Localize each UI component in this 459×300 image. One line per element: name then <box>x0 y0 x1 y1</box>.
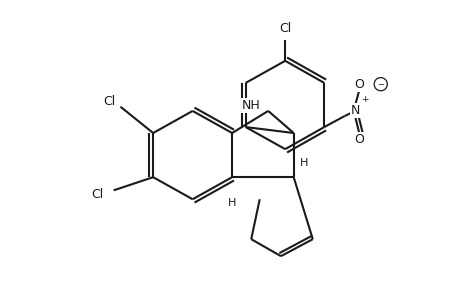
Text: Cl: Cl <box>91 188 103 201</box>
Text: N: N <box>350 104 359 117</box>
Text: H: H <box>228 198 236 208</box>
Text: NH: NH <box>241 99 260 112</box>
Text: +: + <box>360 95 368 104</box>
Text: −: − <box>376 80 383 89</box>
Text: H: H <box>299 158 308 168</box>
Text: Cl: Cl <box>103 95 115 108</box>
Text: O: O <box>354 78 364 91</box>
Text: O: O <box>354 133 364 146</box>
Text: Cl: Cl <box>279 22 291 35</box>
